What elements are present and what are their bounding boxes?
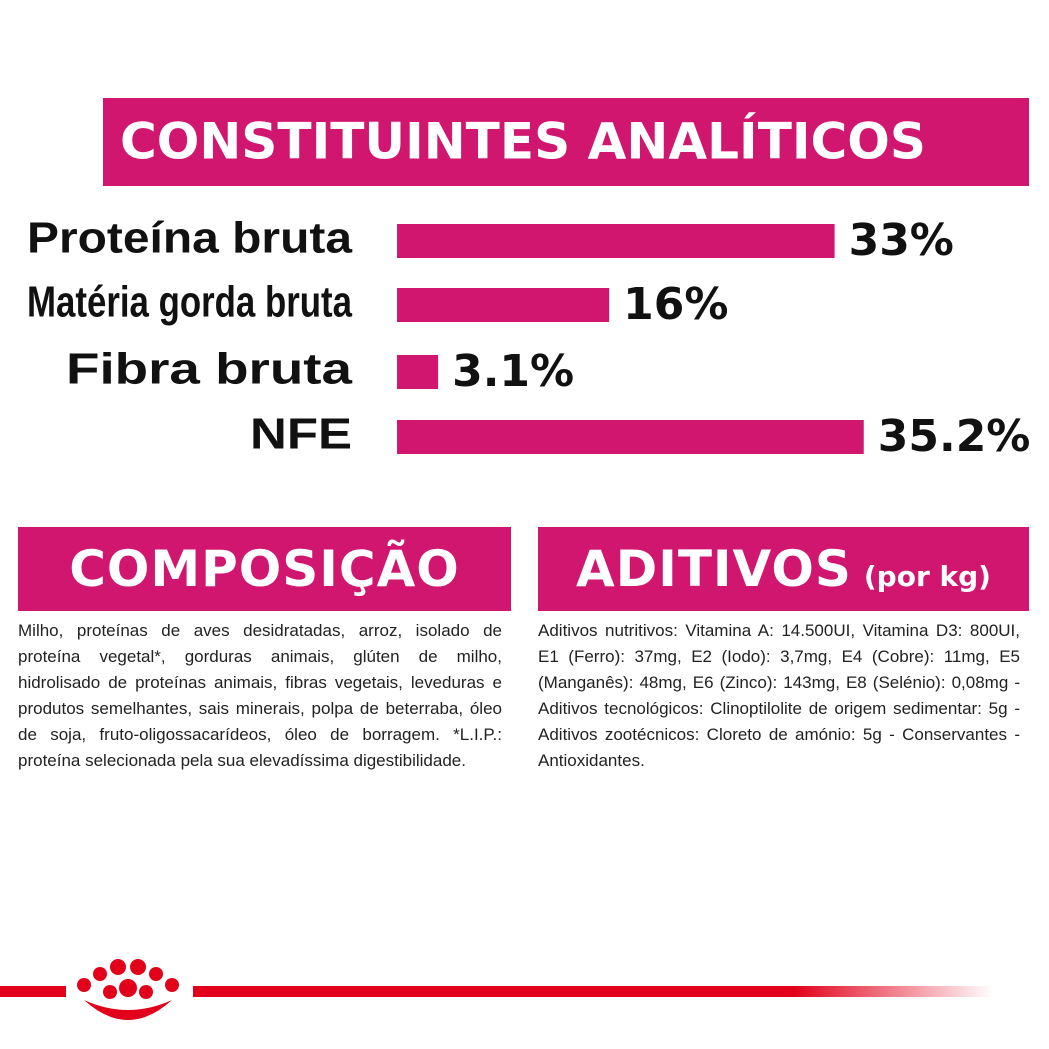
chart-title: CONSTITUINTES ANALÍTICOS <box>120 112 926 171</box>
aditivos-subtitle: (por kg) <box>863 559 991 593</box>
category-label: Matéria gorda bruta <box>27 278 352 327</box>
footer-line <box>0 986 993 997</box>
aditivos-text: Aditivos nutritivos: Vitamina A: 14.500U… <box>538 621 1020 770</box>
logo <box>77 959 179 1020</box>
value-label: 33% <box>849 215 954 266</box>
value-label: 3.1% <box>452 346 574 397</box>
composicao-text: Milho, proteínas de aves desidratadas, a… <box>18 621 502 770</box>
value-label: 16% <box>623 279 728 330</box>
value-label: 35.2% <box>878 411 1031 462</box>
title-band <box>103 98 1029 186</box>
aditivos-title: ADITIVOS <box>576 540 852 598</box>
composicao-title: COMPOSIÇÃO <box>69 540 460 598</box>
category-label: Fibra bruta <box>66 345 353 394</box>
bar <box>397 288 610 322</box>
composicao-header: COMPOSIÇÃO <box>18 527 511 611</box>
bar <box>397 355 439 389</box>
aditivos-header: ADITIVOS (por kg) <box>538 527 1029 611</box>
bar <box>397 224 835 258</box>
category-label: NFE <box>250 410 352 459</box>
category-label: Proteína bruta <box>27 214 353 263</box>
bar <box>397 420 864 454</box>
